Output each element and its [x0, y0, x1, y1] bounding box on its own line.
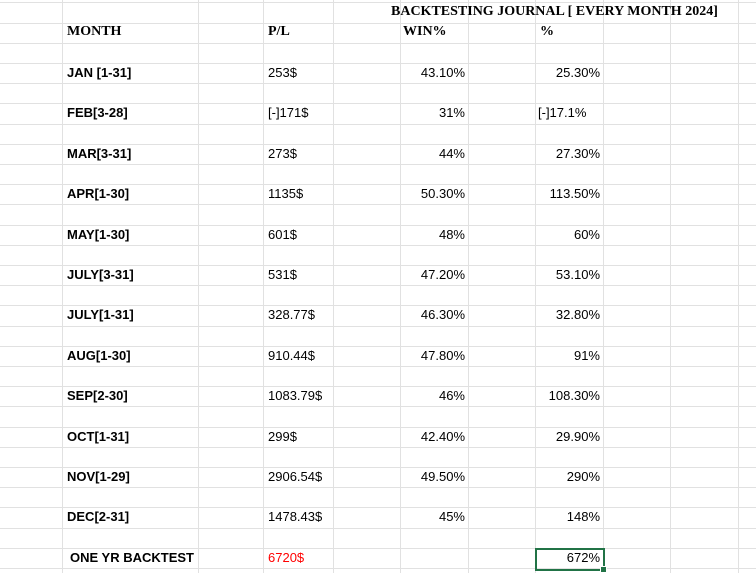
header-month: MONTH: [67, 24, 122, 39]
grid-col-line: [603, 0, 604, 573]
sheet-title: BACKTESTING JOURNAL [ EVERY MONTH 2024]: [391, 4, 718, 19]
pct-cell: 27.30%: [555, 146, 600, 161]
total-label: ONE YR BACKTEST: [70, 550, 194, 565]
pct-cell: 290%: [566, 469, 600, 484]
month-cell: JAN [1-31]: [67, 65, 132, 80]
grid-row-line: [0, 2, 756, 3]
month-cell: JULY[3-31]: [67, 267, 134, 282]
grid-row-line: [0, 467, 756, 468]
grid-row-line: [0, 487, 756, 488]
pl-cell: 1478.43$: [268, 509, 323, 524]
pl-cell: 1083.79$: [268, 388, 323, 403]
month-cell: APR[1-30]: [67, 186, 130, 201]
grid-col-line: [535, 0, 536, 573]
grid-row-line: [0, 245, 756, 246]
pct-cell: [-]17.1%: [538, 105, 587, 120]
pct-cell: 113.50%: [549, 186, 600, 201]
grid-row-line: [0, 43, 756, 44]
grid-col-line: [198, 0, 199, 573]
grid-row-line: [0, 63, 756, 64]
win-cell: 50.30%: [420, 186, 465, 201]
grid-col-line: [468, 0, 469, 573]
pl-cell: 1135$: [268, 186, 304, 201]
grid-row-line: [0, 265, 756, 266]
win-cell: 45%: [438, 509, 465, 524]
win-cell: 47.80%: [420, 348, 465, 363]
pl-cell: 299$: [268, 429, 297, 444]
grid-col-line: [62, 0, 63, 573]
grid-row-line: [0, 164, 756, 165]
grid-row-line: [0, 326, 756, 327]
pl-cell: 273$: [268, 146, 297, 161]
grid-row-line: [0, 346, 756, 347]
header-pl: P/L: [268, 24, 290, 39]
grid-row-line: [0, 427, 756, 428]
month-cell: MAR[3-31]: [67, 146, 132, 161]
header-win: WIN%: [403, 24, 447, 39]
pl-cell: 601$: [268, 227, 297, 242]
grid-col-line: [738, 0, 739, 573]
pct-cell: 25.30%: [555, 65, 600, 80]
grid-row-line: [0, 507, 756, 508]
pct-cell: 29.90%: [555, 429, 600, 444]
pct-cell: 148%: [566, 509, 600, 524]
win-cell: 42.40%: [420, 429, 465, 444]
month-cell: JULY[1-31]: [67, 307, 134, 322]
pl-cell: 2906.54$: [268, 469, 323, 484]
grid-row-line: [0, 528, 756, 529]
header-pct: %: [540, 24, 554, 39]
month-cell: NOV[1-29]: [67, 469, 130, 484]
grid-row-line: [0, 184, 756, 185]
total-pl: 6720$: [268, 550, 305, 565]
grid-row-line: [0, 406, 756, 407]
month-cell: SEP[2-30]: [67, 388, 128, 403]
month-cell: OCT[1-31]: [67, 429, 130, 444]
grid-row-line: [0, 103, 756, 104]
grid-row-line: [0, 366, 756, 367]
grid-col-line: [400, 0, 401, 573]
win-cell: 49.50%: [420, 469, 465, 484]
month-cell: MAY[1-30]: [67, 227, 130, 242]
grid-row-line: [0, 23, 756, 24]
pct-cell: 32.80%: [555, 307, 600, 322]
pl-cell: 253$: [268, 65, 297, 80]
pl-cell: 328.77$: [268, 307, 315, 322]
grid-row-line: [0, 548, 756, 549]
total-pct: 672%: [566, 550, 600, 565]
pct-cell: 60%: [573, 227, 600, 242]
month-cell: DEC[2-31]: [67, 509, 130, 524]
grid-row-line: [0, 225, 756, 226]
fill-handle[interactable]: [600, 566, 607, 573]
grid-row-line: [0, 83, 756, 84]
pct-cell: 108.30%: [548, 388, 600, 403]
win-cell: 44%: [438, 146, 465, 161]
grid-row-line: [0, 568, 756, 569]
pl-cell: 910.44$: [268, 348, 315, 363]
pl-cell: [-]171$: [268, 105, 309, 120]
win-cell: 43.10%: [420, 65, 465, 80]
win-cell: 48%: [438, 227, 465, 242]
month-cell: AUG[1-30]: [67, 348, 131, 363]
month-cell: FEB[3-28]: [67, 105, 128, 120]
grid-row-line: [0, 204, 756, 205]
win-cell: 46.30%: [420, 307, 465, 322]
grid-row-line: [0, 386, 756, 387]
pct-cell: 53.10%: [555, 267, 600, 282]
grid-col-line: [263, 0, 264, 573]
grid-row-line: [0, 124, 756, 125]
grid-row-line: [0, 305, 756, 306]
grid-col-line: [333, 0, 334, 573]
win-cell: 31%: [438, 105, 465, 120]
grid-row-line: [0, 447, 756, 448]
pl-cell: 531$: [268, 267, 297, 282]
win-cell: 47.20%: [420, 267, 465, 282]
grid-row-line: [0, 144, 756, 145]
pct-cell: 91%: [573, 348, 600, 363]
grid-row-line: [0, 285, 756, 286]
win-cell: 46%: [438, 388, 465, 403]
grid-col-line: [670, 0, 671, 573]
